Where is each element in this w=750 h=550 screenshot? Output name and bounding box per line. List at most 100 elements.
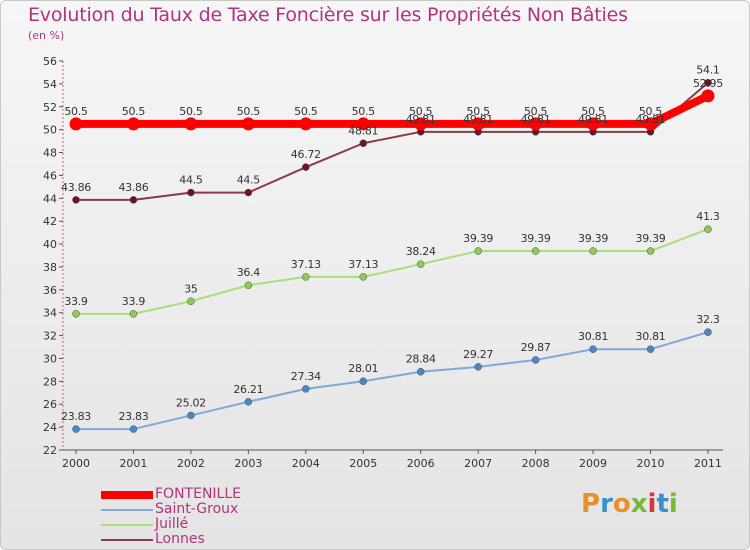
y-tick-label: 56 [43, 55, 57, 68]
data-label-saint-groux: 23.83 [118, 410, 148, 423]
y-tick-label: 44 [43, 192, 57, 205]
data-point-juill- [646, 247, 655, 255]
data-label-fontenille: 50.5 [467, 105, 491, 118]
data-label-saint-groux: 27.34 [291, 370, 321, 383]
series-lines [72, 81, 712, 431]
legend-label-lonnes: Lonnes [155, 531, 205, 547]
data-label-lonnes: 43.86 [61, 181, 91, 194]
data-label-fontenille: 50.5 [581, 105, 605, 118]
x-tick-label: 2009 [579, 457, 607, 470]
data-label-fontenille: 50.5 [524, 105, 548, 118]
data-label-fontenille: 50.5 [237, 105, 261, 118]
y-tick-label: 26 [43, 398, 57, 411]
data-label-fontenille: 50.5 [639, 105, 663, 118]
data-label-juill-: 38.24 [406, 245, 436, 258]
data-point-lonnes [302, 163, 310, 171]
data-point-saint-groux [474, 363, 482, 371]
series-line-fontenille [72, 91, 712, 128]
data-label-lonnes: 49.81 [463, 113, 493, 126]
data-point-juill- [704, 225, 712, 233]
data-point-fontenille [69, 117, 83, 131]
data-point-fontenille [299, 117, 313, 131]
logo-letter: x [630, 489, 648, 519]
data-point-juill- [244, 281, 253, 289]
x-tick-label: 2008 [522, 457, 550, 470]
data-label-fontenille: 50.5 [352, 105, 376, 118]
data-label-juill-: 39.39 [636, 232, 666, 245]
series-points [69, 78, 715, 433]
data-label-juill-: 39.39 [578, 232, 608, 245]
data-point-juill- [72, 310, 80, 318]
data-point-fontenille [644, 117, 657, 131]
series-line-saint-groux [75, 331, 709, 431]
y-tick-label: 28 [43, 375, 57, 388]
data-point-saint-groux [359, 377, 367, 385]
x-tick-label: 2007 [464, 457, 492, 470]
data-point-saint-groux [646, 345, 655, 353]
unit-label: (en %) [28, 29, 65, 42]
series-line-lonnes [75, 81, 709, 201]
data-point-juill- [416, 260, 425, 268]
data-point-fontenille [471, 117, 485, 131]
data-label-lonnes: 46.72 [291, 148, 321, 161]
data-label-juill-: 33.9 [122, 295, 146, 308]
data-label-lonnes: 49.81 [521, 113, 551, 126]
data-point-fontenille [241, 117, 255, 131]
logo-letter: o [612, 489, 631, 519]
data-label-juill-: 36.4 [237, 266, 261, 279]
y-tick-label: 36 [43, 284, 57, 297]
data-point-lonnes [244, 188, 253, 197]
data-label-fontenille: 50.5 [409, 105, 433, 118]
data-label-juill-: 35 [184, 282, 198, 295]
x-tick-label: 2002 [177, 457, 205, 470]
legend-swatch-fontenille [101, 490, 153, 499]
data-label-lonnes: 49.81 [406, 113, 436, 126]
y-tick-label: 38 [43, 261, 57, 274]
data-label-fontenille: 50.5 [122, 105, 146, 118]
data-point-lonnes [704, 78, 712, 87]
x-tick-label: 2003 [234, 457, 262, 470]
data-point-juill- [187, 297, 195, 306]
data-label-fontenille: 52.95 [693, 77, 723, 90]
data-label-lonnes: 54.1 [696, 64, 719, 77]
data-point-saint-groux [704, 328, 712, 336]
legend-label-saint-groux: Saint-Groux [155, 501, 239, 517]
x-tick-label: 2001 [119, 457, 147, 470]
data-point-saint-groux [72, 425, 80, 433]
data-label-lonnes: 49.81 [636, 113, 666, 126]
data-point-fontenille [356, 117, 370, 131]
legend-item-lonnes: Lonnes [101, 532, 205, 547]
data-label-saint-groux: 29.87 [521, 341, 551, 354]
legend-label-juille: Juillé [155, 516, 189, 532]
data-label-juill-: 37.13 [291, 258, 321, 271]
chart-title: Evolution du Taux de Taxe Foncière sur l… [28, 4, 628, 26]
data-point-saint-groux [302, 385, 310, 393]
data-label-lonnes: 44.5 [179, 174, 203, 187]
data-label-saint-groux: 32.3 [696, 313, 720, 326]
y-tick-label: 24 [43, 421, 57, 434]
x-tick-label: 2011 [694, 457, 722, 470]
data-label-saint-groux: 29.27 [463, 348, 493, 361]
data-label-fontenille: 50.5 [294, 105, 318, 118]
data-label-saint-groux: 26.21 [233, 383, 263, 396]
data-point-fontenille [126, 117, 140, 131]
logo-letter: i [668, 489, 678, 519]
data-label-lonnes: 43.86 [118, 181, 148, 194]
data-label-juill-: 41.3 [696, 210, 720, 223]
y-tick-label: 40 [43, 238, 57, 251]
y-tick-label: 22 [43, 444, 57, 457]
data-point-saint-groux [244, 398, 253, 406]
data-point-juill- [302, 273, 310, 281]
proxiti-logo: Proxiti [581, 489, 678, 519]
y-tick-label: 50 [43, 124, 57, 137]
x-tick-label: 2010 [637, 457, 665, 470]
logo-letter: t [656, 489, 669, 519]
data-point-saint-groux [187, 411, 195, 420]
x-tick-label: 2006 [407, 457, 435, 470]
logo-letter: r [600, 489, 613, 519]
legend-swatch-saint-groux [101, 508, 153, 511]
data-point-juill- [359, 273, 367, 281]
logo-letter: i [647, 489, 657, 519]
data-point-juill- [589, 247, 597, 255]
